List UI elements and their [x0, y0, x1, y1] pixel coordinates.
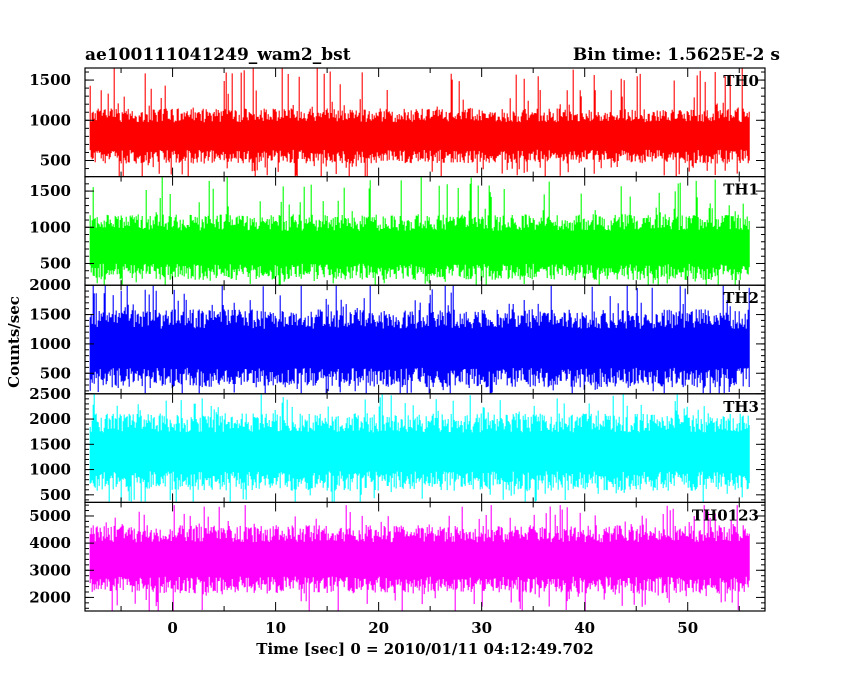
- x-tick-label: 0: [167, 619, 177, 637]
- chart-title: ae100111041249_wam2_bst: [85, 45, 351, 65]
- y-tick-label: 2000: [29, 410, 71, 428]
- y-tick-label: 1500: [29, 71, 71, 89]
- y-tick-label: 500: [40, 152, 71, 170]
- y-tick-label: 5000: [29, 507, 71, 525]
- panel-th1: TH1 500 1000 1500: [29, 176, 766, 286]
- x-axis-title: Time [sec] 0 = 2010/01/11 04:12:49.702: [256, 640, 593, 658]
- y-tick-label: 1000: [29, 111, 71, 129]
- panel-th0: TH0 500 1000 1500: [29, 67, 766, 178]
- trace-th2: [89, 285, 750, 394]
- trace-th0: [89, 68, 750, 177]
- y-tick-label: 1500: [29, 435, 71, 453]
- y-tick-label: 500: [40, 254, 71, 272]
- panel-label-th1: TH1: [723, 181, 759, 199]
- text-layer: ae100111041249_wam2_bst Bin time: 1.5625…: [5, 45, 780, 658]
- x-tick-label: 30: [471, 619, 492, 637]
- y-tick-label: 1000: [29, 218, 71, 236]
- y-tick-label: 1000: [29, 461, 71, 479]
- trace-th1: [89, 177, 750, 285]
- y-tick-label: 1000: [29, 335, 71, 353]
- panel-label-th0123: TH0123: [692, 506, 759, 524]
- y-tick-label: 500: [40, 364, 71, 382]
- y-tick-label: 2000: [29, 276, 71, 294]
- x-tick-label: 40: [574, 619, 595, 637]
- y-tick-label: 1500: [29, 306, 71, 324]
- y-tick-label: 2000: [29, 588, 71, 606]
- y-tick-label: 500: [40, 486, 71, 504]
- panel-frame-th0123: [84, 501, 766, 612]
- x-tick-label: 10: [265, 619, 286, 637]
- x-tick-label: 50: [677, 619, 698, 637]
- y-tick-label: 4000: [29, 534, 71, 552]
- panel-th3: TH3 500 1000 1500 2000 2500: [29, 385, 766, 504]
- bin-time-label: Bin time: 1.5625E-2 s: [573, 45, 780, 65]
- y-tick-label: 3000: [29, 561, 71, 579]
- panel-label-th0: TH0: [723, 72, 759, 90]
- panel-label-th3: TH3: [723, 398, 759, 416]
- x-tick-label: 20: [368, 619, 389, 637]
- y-axis-title: Counts/sec: [5, 296, 23, 388]
- panels-layer: TH050010001500TH150010001500TH2500100015…: [29, 67, 766, 637]
- panel-th2: TH2 500 1000 1500 2000: [29, 276, 766, 395]
- trace-th0123: [89, 505, 750, 611]
- y-tick-label: 2500: [29, 385, 71, 403]
- y-tick-label: 1500: [29, 182, 71, 200]
- panel-label-th2: TH2: [723, 289, 759, 307]
- trace-th3: [89, 394, 750, 502]
- panel-th0123: TH0123 2000 3000 4000 5000: [29, 501, 766, 612]
